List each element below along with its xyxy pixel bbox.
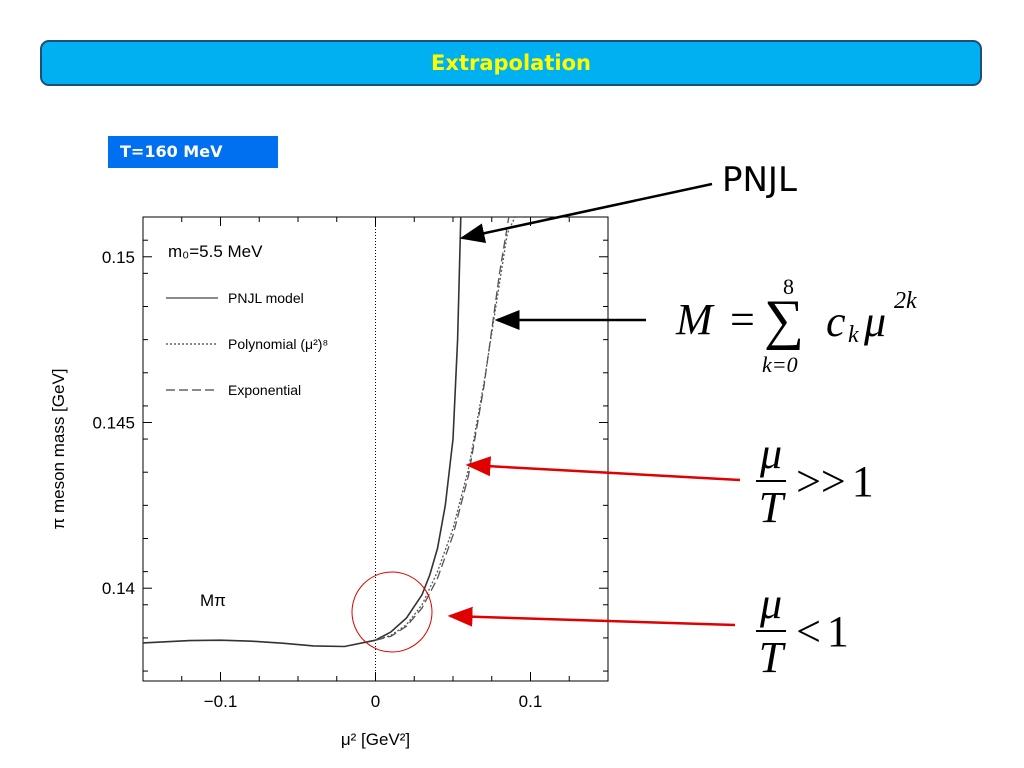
ratio-low-fraction: μ T	[756, 582, 787, 682]
y-tick-label: 0.14	[102, 579, 135, 598]
legend-label: PNJL model	[228, 290, 304, 306]
series-lines	[143, 217, 516, 681]
y-axis-label: π meson mass [GeV]	[49, 368, 68, 529]
ratio-low-val: 1	[826, 606, 849, 656]
formula-sub: k	[848, 322, 859, 348]
legend-label: Exponential	[228, 382, 301, 398]
ratio-low-formula: μ T < 1	[756, 582, 849, 680]
temperature-badge: T=160 MeV	[108, 136, 278, 168]
arrow-ratio-low	[447, 606, 736, 627]
arrow-ratio-high	[465, 456, 741, 482]
ticks: −0.1 0 0.1 0.14 0.145 0.15	[92, 217, 609, 711]
ratio-low-num: μ	[756, 582, 787, 632]
legend: PNJL model Polynomial (μ²)⁸ Exponential	[166, 290, 328, 398]
series-label: Mπ	[200, 591, 226, 610]
ratio-high-formula: μ T >> 1	[756, 432, 874, 530]
formula-lhs: M	[676, 295, 713, 344]
title-bar: Extrapolation	[40, 40, 982, 86]
ratio-high-den: T	[758, 483, 784, 532]
legend-label: Polynomial (μ²)⁸	[228, 336, 328, 352]
formula-sum-top: 8	[783, 274, 794, 299]
formula-c: c	[826, 297, 846, 346]
ratio-high-val: 1	[851, 456, 874, 506]
formula-eq: =	[730, 295, 755, 344]
y-tick-label: 0.145	[92, 413, 135, 432]
series-line-0	[143, 217, 462, 648]
ratio-high-rel: >>	[796, 456, 846, 506]
series-line-1	[375, 217, 516, 641]
formula-exp: 2k	[894, 288, 917, 314]
small-mu-circle	[351, 571, 433, 653]
ratio-low-rel: <	[796, 606, 821, 656]
y-tick-label: 0.15	[102, 248, 135, 267]
sigma-icon: ∑	[764, 289, 804, 351]
arrow-pnjl	[459, 182, 713, 244]
pnjl-label: PNJL	[722, 160, 797, 200]
formula-mu: μ	[864, 297, 887, 346]
formula-sum-bottom: k=0	[762, 352, 798, 377]
x-tick-label: −0.1	[204, 692, 238, 711]
ratio-high-num: μ	[756, 432, 787, 482]
series-line-2	[375, 217, 510, 641]
polynomial-formula: M = 8 ∑ k=0 c k μ 2k	[676, 274, 936, 392]
x-tick-label: 0.1	[519, 692, 543, 711]
ratio-low-den: T	[758, 633, 784, 682]
x-tick-label: 0	[371, 692, 380, 711]
x-axis-label: μ² [GeV²]	[341, 730, 410, 749]
page-title: Extrapolation	[431, 51, 591, 75]
mass-annotation: m₀=5.5 MeV	[168, 242, 263, 261]
ratio-high-fraction: μ T	[756, 432, 787, 532]
